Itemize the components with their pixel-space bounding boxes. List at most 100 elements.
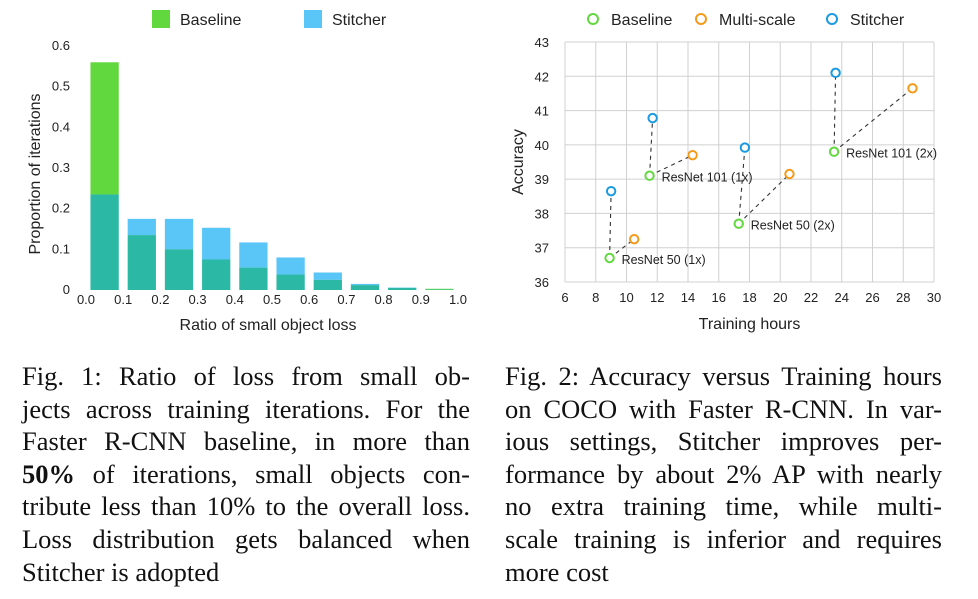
legend-label-baseline: Baseline (611, 12, 672, 29)
legend-label-stitcher: Stitcher (332, 12, 387, 29)
point-stitcher (647, 112, 658, 124)
legend-marker-baseline (587, 13, 599, 25)
caption-line: ious settings, Stitcher improves per- (505, 426, 942, 457)
x-tick-label: 28 (896, 290, 910, 305)
y-tick-label: 0.1 (52, 241, 70, 256)
x-tick-label: 0.8 (375, 292, 393, 307)
annotation-label: ResNet 101 (2x) (846, 147, 937, 161)
x-tick-label: 1.0 (449, 292, 467, 307)
y-tick-label: 38 (535, 206, 549, 221)
caption-line: Fig. 2: Accuracy versus Training hours (505, 361, 942, 391)
bar-overlap (350, 285, 380, 290)
caption-line: more cost (505, 556, 609, 587)
bar-stitcher (164, 218, 194, 250)
point-multiscale (784, 168, 795, 180)
accuracy-scatter-chart: 36 37 38 39 40 41 42 43 6 8 10 12 14 16 18 20 22 24 26 28 30… (510, 12, 941, 333)
connector-line (833, 87, 913, 153)
bar-overlap (239, 267, 268, 290)
connector-line (738, 173, 790, 225)
y-tick-label: 36 (535, 275, 549, 290)
x-tick-label: 20 (773, 290, 787, 305)
y-tick-label: 43 (535, 35, 549, 50)
x-tick-label: 26 (865, 290, 879, 305)
bar-overlap (313, 279, 342, 290)
caption-line: on COCO with Faster R-CNN. In var- (505, 393, 942, 424)
caption-line: Faster R-CNN baseline, in more than (22, 426, 470, 457)
annotation-label: ResNet 50 (2x) (751, 219, 835, 233)
legend-label-baseline: Baseline (180, 12, 241, 29)
point-baseline (604, 252, 615, 264)
bar-overlap (164, 249, 194, 290)
annotation-label: ResNet 101 (1x) (662, 171, 753, 185)
y-tick-label: 37 (535, 241, 549, 256)
point-multiscale (628, 233, 640, 245)
caption-line: jects across training iterations. For th… (22, 393, 470, 424)
point-multiscale (907, 83, 918, 94)
caption-line: formance by about 2% AP with nearly (505, 458, 942, 489)
y-tick-label: 41 (535, 104, 549, 119)
bar-overlap (90, 194, 119, 290)
x-tick-label: 0.5 (263, 292, 281, 307)
x-tick-label: 0.6 (300, 292, 318, 307)
y-tick-label: 0.5 (52, 79, 70, 94)
y-tick-label: 0.4 (52, 119, 70, 134)
bar-overlap (276, 274, 305, 290)
x-tick-label: 8 (592, 290, 599, 305)
x-tick-label: 30 (927, 290, 941, 305)
bar-overlap (202, 259, 231, 290)
x-tick-label: 22 (804, 290, 818, 305)
x-tick-label: 0.2 (151, 292, 169, 307)
bar-baseline (425, 288, 454, 290)
x-tick-label: 0.7 (337, 292, 355, 307)
x-tick-label: 6 (561, 290, 568, 305)
annotation-label: ResNet 50 (1x) (622, 253, 706, 267)
x-tick-label: 14 (681, 290, 695, 305)
bar-stitcher (350, 283, 380, 286)
point-multiscale (687, 149, 698, 161)
connector-line (833, 72, 837, 152)
histogram-chart: Baseline Stitcher 0 0.1 0.2 0.3 0.4 0.5 0.6 0.0 0.… (27, 10, 467, 334)
x-tick-label: 0.1 (114, 292, 132, 307)
legend-swatch-baseline (152, 10, 170, 28)
point-stitcher (830, 67, 841, 79)
y-tick-label: 40 (535, 138, 549, 153)
y-tick-label: 39 (535, 172, 549, 187)
y-tick-label: 0.3 (52, 160, 70, 175)
connector-line (609, 191, 612, 259)
figures-canvas: Baseline Stitcher 0 0.1 0.2 0.3 0.4 0.5 0.6 0.0 0.… (27, 10, 941, 334)
x-tick-label: 24 (835, 290, 849, 305)
x-tick-label: 16 (712, 290, 726, 305)
y-axis-label: Accuracy (510, 129, 527, 195)
y-axis-label: Proportion of iterations (27, 94, 44, 255)
caption-line: 50% of iterations, small objects con- (22, 458, 470, 489)
connector-line (649, 118, 654, 176)
legend-marker-stitcher (826, 13, 838, 25)
x-tick-label: 0.0 (77, 292, 95, 307)
x-axis-label: Training hours (699, 316, 801, 333)
legend-label-stitcher: Stitcher (850, 12, 905, 29)
bar-stitcher (313, 272, 342, 280)
bar-baseline (90, 62, 119, 195)
bar-overlap (127, 235, 156, 290)
point-stitcher (739, 142, 751, 153)
x-tick-label: 18 (742, 290, 756, 305)
y-tick-label: 0.2 (52, 201, 70, 216)
point-baseline (828, 146, 840, 157)
figure-2-caption: Fig. 2: Accuracy versus Training hours on… (505, 360, 942, 588)
y-tick-label: 0 (63, 282, 70, 297)
x-axis-label: Ratio of small object loss (180, 317, 357, 334)
bar-stitcher (239, 242, 268, 268)
point-stitcher (605, 185, 617, 197)
x-tick-label: 12 (650, 290, 664, 305)
legend-marker-multi-scale (695, 13, 707, 25)
bar-overlap (388, 287, 417, 290)
caption-line: no extra training time, while multi- (505, 491, 942, 522)
caption-line: Loss distribution gets balanced when (22, 523, 470, 554)
y-tick-label: 0.6 (52, 38, 70, 53)
bar-stitcher (276, 257, 305, 275)
y-tick-label: 42 (535, 69, 549, 84)
bar-stitcher (202, 227, 231, 260)
caption-line: Fig. 1: Ratio of loss from small ob- (22, 361, 470, 391)
figure-1-caption: Fig. 1: Ratio of loss from small ob-ject… (22, 360, 470, 588)
caption-line: scale training is inferior and requires (505, 523, 942, 554)
